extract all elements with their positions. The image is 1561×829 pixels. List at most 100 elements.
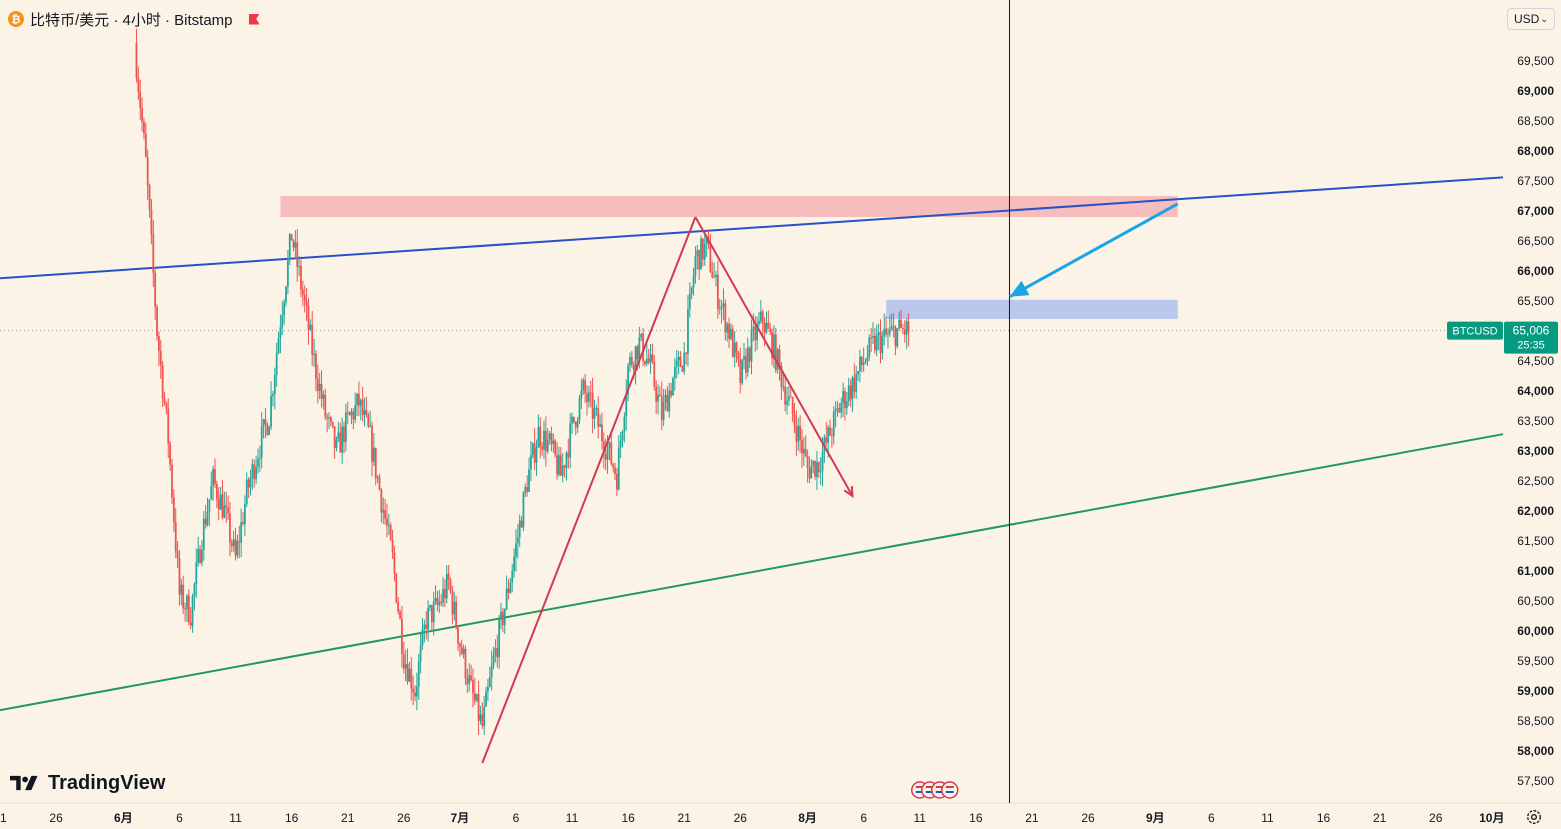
candle-up	[197, 548, 200, 563]
tradingview-mark-icon	[10, 775, 38, 791]
tradingview-logo[interactable]: TradingView	[10, 770, 165, 796]
red-flag-icon[interactable]	[248, 13, 260, 25]
candle-down	[311, 324, 314, 355]
candle-up	[232, 539, 235, 547]
candle-up	[322, 394, 325, 399]
candle-down	[507, 588, 510, 593]
candle-up	[515, 543, 517, 557]
projection-arrowhead	[1009, 280, 1030, 297]
candle-down	[853, 377, 856, 392]
candle-up	[404, 663, 407, 669]
candle-down	[326, 416, 329, 419]
candle-down	[399, 611, 401, 619]
candle-down	[784, 386, 787, 405]
candle-up	[868, 337, 871, 357]
candle-up	[356, 393, 358, 406]
candle-down	[660, 396, 663, 420]
candle-up	[313, 353, 315, 355]
us-flag-event-icon[interactable]	[940, 781, 959, 799]
candle-down	[141, 108, 143, 122]
candle-up	[571, 416, 573, 424]
candle-down	[148, 185, 151, 210]
candle-down	[860, 356, 863, 366]
candle-down	[520, 520, 523, 528]
candle-up	[569, 423, 572, 458]
currency-selector[interactable]: USD ⌄	[1507, 8, 1555, 30]
candle-down	[610, 442, 613, 465]
candle-down	[139, 91, 142, 109]
candle-down	[146, 156, 149, 186]
candle-down	[234, 539, 237, 556]
candle-up	[847, 385, 850, 402]
candle-down	[144, 133, 147, 157]
time-tick-label: 16	[285, 811, 299, 825]
candle-down	[632, 364, 635, 370]
candle-down	[541, 446, 544, 450]
symbol-tag-text: BTCUSD	[1452, 326, 1497, 338]
candle-up	[350, 411, 353, 416]
candle-down	[307, 305, 310, 330]
candle-up	[546, 439, 549, 452]
candle-down	[653, 361, 656, 387]
candle-down	[780, 365, 783, 388]
event-icon-stripe	[935, 791, 944, 793]
candle-down	[425, 624, 428, 630]
candle-down	[804, 448, 807, 456]
candle-down	[296, 242, 299, 267]
gear-icon[interactable]	[1525, 808, 1543, 826]
candle-up	[219, 494, 222, 510]
candle-up	[509, 582, 512, 593]
candle-up	[857, 371, 859, 375]
candle-up	[827, 427, 830, 443]
candle-down	[844, 391, 846, 409]
candle-down	[799, 425, 802, 440]
candle-down	[567, 452, 570, 458]
candle-down	[401, 618, 403, 654]
candle-up	[487, 686, 489, 692]
time-tick-label: 21	[1373, 811, 1387, 825]
candle-up	[595, 408, 598, 410]
candle-down	[227, 507, 229, 514]
candle-up	[599, 424, 601, 427]
candle-up	[821, 451, 824, 472]
candle-down	[808, 467, 811, 479]
candle-down	[526, 487, 529, 492]
candle-up	[445, 573, 448, 599]
candle-up	[273, 374, 276, 394]
time-tick-label: 6	[1208, 811, 1215, 825]
candle-up	[277, 338, 280, 354]
candle-up	[890, 326, 893, 330]
pattern-arrowhead	[843, 485, 854, 499]
candle-down	[455, 601, 458, 628]
candle-up	[210, 485, 213, 500]
candle-down	[367, 414, 370, 427]
candle-up	[530, 455, 532, 470]
candle-down	[791, 397, 794, 415]
candle-up	[668, 390, 671, 412]
time-tick-label: 16	[1317, 811, 1331, 825]
price-tick-label: 58,000	[1517, 744, 1554, 758]
candle-up	[279, 327, 282, 339]
candle-down	[472, 679, 474, 694]
candle-down	[709, 243, 712, 272]
event-icon-stripe	[945, 786, 954, 788]
candle-up	[896, 328, 899, 347]
candle-down	[204, 518, 207, 525]
candle-up	[415, 686, 418, 697]
price-tick-label: 68,000	[1517, 144, 1554, 158]
candle-down	[591, 392, 594, 419]
candle-up	[180, 584, 183, 595]
candle-down	[711, 271, 714, 278]
candle-down	[501, 611, 504, 626]
candle-up	[421, 628, 424, 646]
candle-up	[787, 396, 790, 401]
candle-down	[380, 489, 383, 513]
candle-up	[730, 328, 732, 339]
candle-down	[414, 692, 416, 697]
symbol-title[interactable]: 比特币/美元 · 4小时 · Bitstamp	[30, 11, 233, 29]
candle-down	[169, 443, 172, 465]
candle-up	[212, 468, 215, 486]
candle-up	[341, 426, 344, 453]
